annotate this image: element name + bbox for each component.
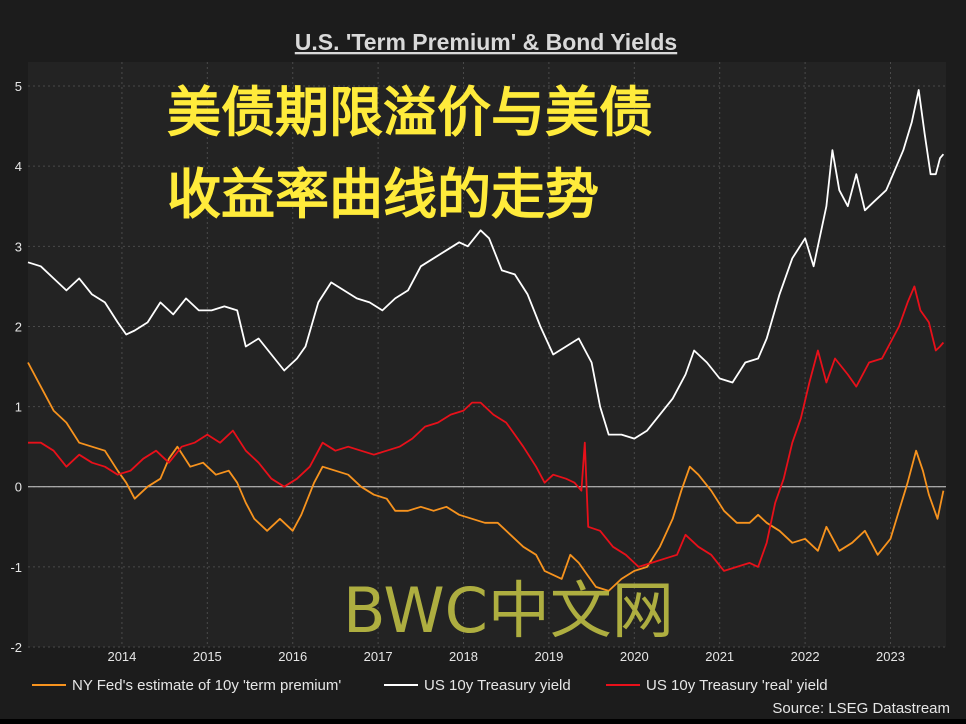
x-tick-label: 2015 [193, 649, 222, 664]
legend-label-10y-yield: US 10y Treasury yield [424, 677, 571, 694]
x-tick-label: 2014 [107, 649, 136, 664]
legend-label-term-premium: NY Fed's estimate of 10y 'term premium' [72, 677, 341, 694]
y-tick-label: -2 [10, 640, 22, 655]
term-premium-line [27, 362, 945, 592]
x-axis: 2014 2015 2016 2017 2018 2019 2020 2021 2022 2023 [107, 649, 904, 664]
legend: NY Fed's estimate of 10y 'term premium' … [32, 677, 828, 694]
x-tick-label: 2016 [278, 649, 307, 664]
y-tick-label: 0 [15, 480, 22, 495]
y-tick-label: 5 [15, 79, 22, 94]
chart-title: U.S. 'Term Premium' & Bond Yields [295, 29, 677, 55]
y-tick-label: 1 [15, 400, 22, 415]
x-tick-label: 2017 [364, 649, 393, 664]
y-tick-label: 3 [15, 239, 22, 254]
overlay-title-line-2: 收益率曲线的走势 [167, 163, 599, 226]
y-tick-label: 2 [15, 319, 22, 334]
x-tick-label: 2018 [449, 649, 478, 664]
watermark: BWC中文网 [343, 574, 674, 647]
legend-label-real-yield: US 10y Treasury 'real' yield [646, 677, 828, 694]
10y-yield-line [27, 89, 945, 440]
x-tick-label: 2021 [705, 649, 734, 664]
y-tick-label: -1 [10, 560, 22, 575]
y-tick-label: 4 [15, 159, 22, 174]
x-tick-label: 2020 [620, 649, 649, 664]
real-yield-line [28, 285, 945, 572]
plot-area [28, 62, 946, 647]
source-note: Source: LSEG Datastream [772, 700, 950, 717]
x-tick-label: 2022 [791, 649, 820, 664]
x-tick-label: 2023 [876, 649, 905, 664]
series-lines [27, 89, 945, 592]
x-tick-label: 2019 [534, 649, 563, 664]
overlay-title-line-1: 美债期限溢价与美债 [167, 81, 653, 144]
y-axis: 5 4 3 2 1 0 -1 -2 [10, 79, 22, 655]
